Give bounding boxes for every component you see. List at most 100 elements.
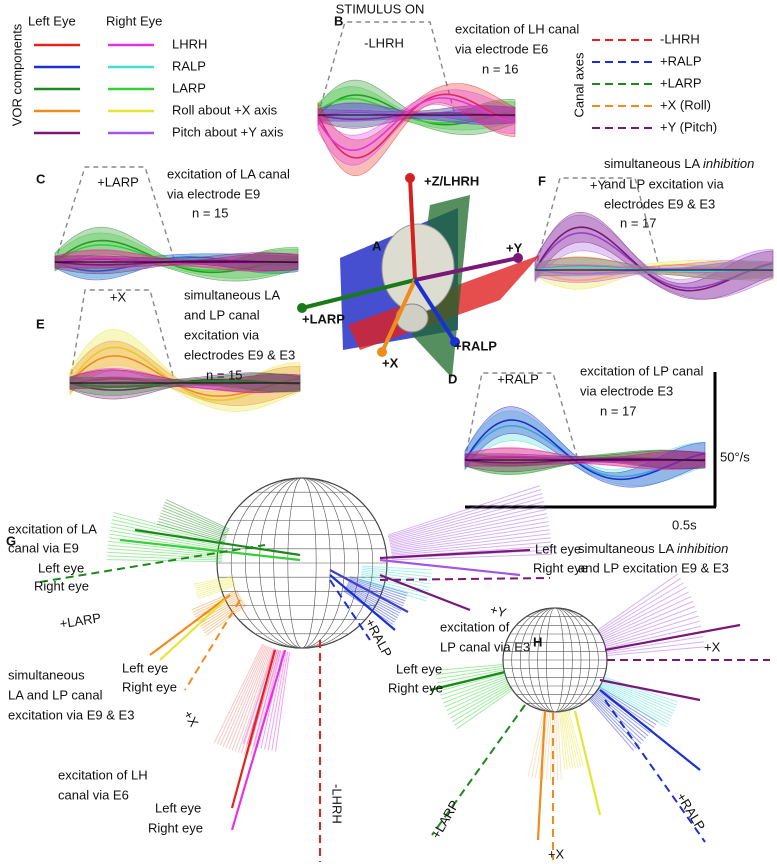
fan-ray — [601, 596, 692, 639]
eye-axis — [329, 569, 409, 613]
fan-ray — [107, 559, 223, 563]
fan-ray — [545, 711, 552, 780]
fan-ray — [542, 711, 551, 780]
fan-ray — [213, 643, 263, 743]
eye-axis — [573, 710, 602, 816]
trace-band — [317, 83, 516, 177]
label: Left eye — [535, 541, 581, 556]
fan-ray — [361, 565, 432, 571]
label-part: inhibition — [703, 156, 754, 171]
label: +LARP — [660, 75, 702, 90]
fan-ray — [390, 517, 548, 548]
stimulus-outline — [317, 21, 456, 116]
fan-ray — [436, 667, 504, 680]
label: +X — [382, 355, 399, 370]
trace — [464, 419, 706, 481]
fan-ray — [389, 501, 545, 542]
label: 50°/s — [720, 449, 750, 464]
label: +RALP — [674, 790, 709, 833]
fan-ray — [562, 711, 574, 769]
fan-ray — [253, 649, 280, 747]
fan-ray — [349, 577, 408, 597]
label: -LHRH — [660, 31, 700, 46]
eye-axis — [134, 528, 301, 557]
fan-ray — [164, 501, 230, 532]
fan-ray — [604, 615, 699, 646]
eye-axis — [119, 538, 301, 562]
label: Left eye — [122, 660, 168, 675]
label: canal via E9 — [8, 540, 79, 555]
label: electrodes E9 & E3 — [184, 347, 295, 362]
panel-letter: E — [36, 316, 45, 331]
label: +Y — [488, 602, 508, 621]
fan-ray — [267, 651, 287, 751]
fan-ray — [602, 680, 674, 715]
fan-ray — [440, 674, 506, 696]
arrow-head — [513, 253, 523, 263]
panel-letter: D — [448, 371, 457, 386]
eye-axis — [604, 623, 741, 652]
fan-ray — [219, 644, 266, 746]
fan-ray — [390, 513, 548, 546]
trace-band — [534, 257, 774, 280]
fan-ray — [195, 579, 235, 591]
fan-ray — [599, 582, 684, 634]
fan-ray — [107, 544, 223, 557]
stimulus-outline — [54, 166, 176, 263]
fan-ray — [389, 505, 546, 543]
fan-ray — [454, 687, 512, 726]
fan-ray — [264, 651, 285, 750]
axis-arrow — [408, 177, 417, 281]
eye-axis — [379, 558, 521, 577]
fan-ray — [225, 646, 269, 749]
label: +X — [180, 708, 201, 730]
fan-ray — [391, 537, 551, 555]
label: canal via E6 — [58, 787, 129, 802]
label: simultaneous LA inhibition — [578, 541, 728, 556]
fan-ray — [157, 520, 226, 542]
fan-ray — [441, 676, 506, 700]
fan-ray — [555, 711, 559, 780]
panel-letter: F — [538, 173, 546, 188]
label: +Z/LHRH — [424, 173, 479, 188]
fan-ray — [442, 678, 507, 704]
fan-ray — [359, 578, 428, 599]
label: excitation via E9 & E3 — [8, 707, 134, 722]
fan-ray — [594, 693, 647, 739]
label: 0.5s — [672, 517, 697, 532]
label: +Y — [590, 177, 607, 192]
label: STIMULUS ON — [336, 1, 425, 16]
fan-ray — [456, 689, 513, 730]
label: excitation of LA canal — [167, 166, 290, 181]
trace-band — [534, 260, 774, 283]
label: +RALP — [497, 371, 539, 386]
fan-ray — [205, 604, 247, 636]
trace — [317, 97, 516, 151]
label: n = 17 — [600, 403, 637, 418]
panel-letter: H — [533, 634, 542, 649]
canal-axis — [184, 599, 241, 691]
fan-ray — [249, 649, 279, 746]
fan-ray — [606, 636, 704, 653]
fan-ray — [246, 649, 278, 756]
label: simultaneous LA inhibition — [604, 156, 754, 171]
label: -LHRH — [330, 784, 345, 824]
fan-ray — [156, 523, 225, 543]
label: n = 17 — [620, 215, 657, 230]
trace-band — [464, 406, 706, 488]
fan-ray — [595, 691, 651, 734]
fan-ray — [391, 541, 552, 556]
fan-ray — [113, 512, 225, 543]
label-part: simultaneous LA — [578, 541, 677, 556]
trace — [54, 257, 299, 265]
fan-ray — [559, 711, 566, 770]
label: Roll about +X axis — [172, 102, 278, 117]
fan-ray — [566, 710, 582, 768]
fan-ray — [390, 525, 550, 551]
fan-ray — [237, 648, 274, 753]
trace-band — [464, 449, 706, 475]
eye-axis — [230, 649, 277, 809]
fan-ray — [531, 710, 546, 778]
fan-ray — [557, 711, 562, 780]
label: Right eye — [34, 578, 89, 593]
